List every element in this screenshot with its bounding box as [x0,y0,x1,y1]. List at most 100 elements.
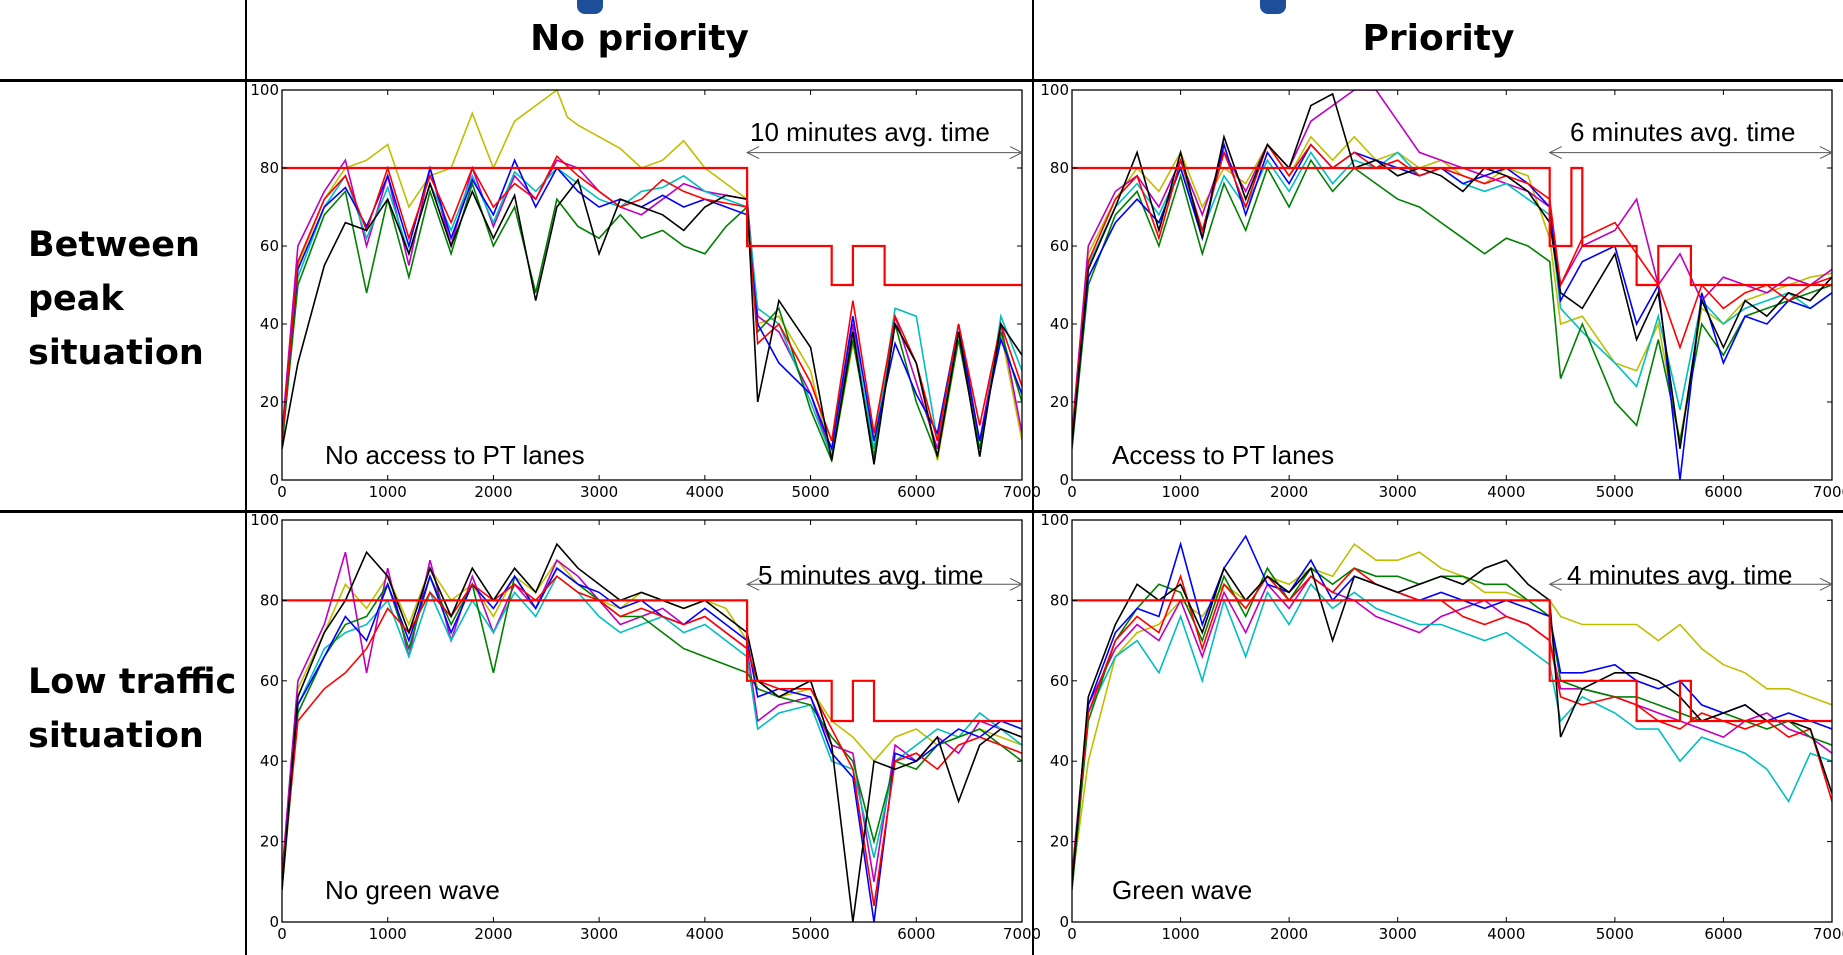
reference-line [1072,599,1832,723]
x-tick-label: 5000 [791,925,829,943]
series-line [282,542,1022,922]
span-arrow-head-left [1548,577,1562,591]
x-tick-label: 2000 [474,483,512,501]
series-line [282,180,1022,464]
annotation-avg-time: 10 minutes avg. time [750,117,990,147]
y-tick-label: 0 [269,913,279,931]
series-line [282,154,1022,442]
y-tick-label: 20 [260,833,279,851]
span-arrow-head-right [1009,577,1024,591]
header-decoration-left [577,0,603,14]
plot-area [1072,534,1832,890]
series-line [1072,575,1832,874]
header-decoration-right [1260,0,1286,14]
y-tick-label: 20 [260,393,279,411]
plot-area [1072,90,1832,480]
axes-frame [281,89,1023,481]
x-tick-label: 1000 [369,483,407,501]
y-tick-label: 40 [1050,752,1069,770]
x-tick-label: 1000 [1161,483,1199,501]
y-tick-label: 100 [250,511,279,529]
x-tick-label: 3000 [1379,483,1417,501]
row-label-line: Low traffic [28,662,237,702]
reference-line [1072,166,1832,287]
span-arrow-head-left [1548,146,1562,160]
column-header-priority: Priority [1362,18,1515,59]
series-line [282,575,1022,907]
series-line [282,575,1022,886]
series-line [282,566,1022,890]
annotation-no-access-pt-lanes: No access to PT lanes [325,440,585,470]
x-tick-label: 0 [277,925,287,943]
row-label-line: peak [28,279,124,319]
y-tick-label: 40 [260,752,279,770]
y-tick-label: 60 [1050,237,1069,255]
x-tick-label: 1000 [369,925,407,943]
x-tick-label: 1000 [1161,925,1199,943]
span-arrow-head-right [1819,146,1834,160]
series-line [1072,567,1832,878]
x-tick-label: 6000 [897,925,935,943]
x-tick-label: 2000 [1270,483,1308,501]
series-line [1072,92,1832,449]
y-tick-label: 80 [1050,159,1069,177]
x-tick-label: 4000 [1487,483,1525,501]
span-arrow-head-right [1009,146,1024,160]
span-arrow-head-right [1819,577,1834,591]
axes-frame [1071,519,1833,923]
x-tick-label: 0 [1067,925,1077,943]
span-arrow-head-left [746,146,760,160]
row-label-between-peak: Between peak situation [28,218,204,380]
x-tick-label: 2000 [1270,925,1308,943]
y-tick-label: 80 [260,159,279,177]
series-line [1072,559,1832,886]
x-tick-label: 7000 [1813,483,1843,501]
y-tick-label: 80 [260,591,279,609]
x-tick-label: 5000 [1596,925,1634,943]
x-tick-label: 6000 [1704,483,1742,501]
series-line [1072,534,1832,882]
y-tick-label: 40 [260,315,279,333]
series-line [1072,582,1832,886]
x-tick-label: 3000 [580,483,618,501]
x-tick-label: 0 [1067,483,1077,501]
reference-line [282,166,1022,287]
x-tick-label: 3000 [1379,925,1417,943]
y-tick-label: 0 [269,471,279,489]
axes-frame [281,519,1023,923]
y-tick-label: 40 [1050,315,1069,333]
annotation-avg-time: 5 minutes avg. time [758,560,984,590]
y-tick-label: 60 [260,672,279,690]
series-line [1072,90,1832,434]
y-tick-label: 60 [1050,672,1069,690]
annotation-green-wave: Green wave [1112,875,1253,905]
y-tick-label: 0 [1059,913,1069,931]
y-tick-label: 100 [1040,511,1069,529]
annotation-access-pt-lanes: Access to PT lanes [1112,440,1335,470]
plot-area [282,90,1022,465]
y-tick-label: 20 [1050,393,1069,411]
annotation-avg-time: 4 minutes avg. time [1567,560,1793,590]
reference-line [282,599,1022,723]
annotation-no-green-wave: No green wave [325,875,500,905]
x-tick-label: 5000 [791,483,829,501]
row-label-line: situation [28,716,204,756]
x-tick-label: 7000 [1003,483,1041,501]
x-tick-label: 7000 [1813,925,1843,943]
x-tick-label: 5000 [1596,483,1634,501]
series-line [1072,142,1832,438]
span-arrow-head-left [746,577,760,591]
y-tick-label: 80 [1050,591,1069,609]
vertical-divider-left [245,0,247,955]
series-line [282,158,1022,452]
horizontal-divider-top [0,79,1843,82]
x-tick-label: 2000 [474,925,512,943]
x-tick-label: 4000 [1487,925,1525,943]
series-line [282,566,1022,922]
series-line [1072,158,1832,449]
x-tick-label: 6000 [1704,925,1742,943]
series-line [282,158,1022,461]
